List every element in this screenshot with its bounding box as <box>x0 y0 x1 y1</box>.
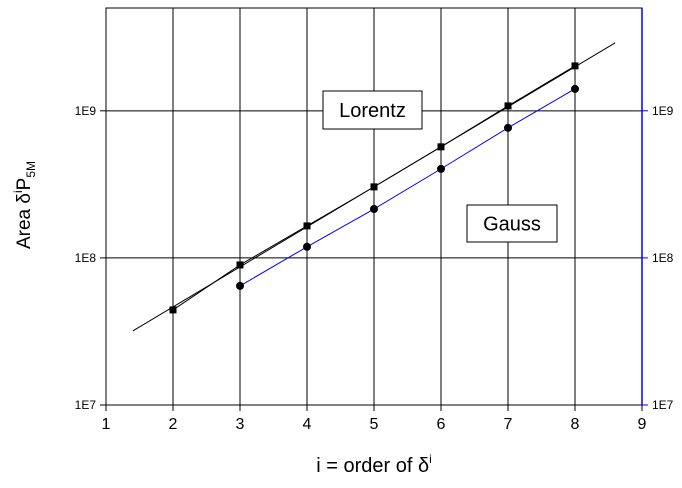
marker <box>236 281 244 290</box>
x-label-sup: i <box>429 452 432 466</box>
x-tick-label: 9 <box>638 416 647 433</box>
y-label-sub: 5M <box>24 161 38 178</box>
marker <box>236 261 244 269</box>
series-annotation: Gauss <box>483 214 541 236</box>
marker <box>303 242 311 251</box>
marker <box>437 164 445 173</box>
y-label-part: P <box>14 178 35 191</box>
marker <box>303 222 311 230</box>
x-label-part: i = order of δ <box>316 455 429 477</box>
y-tick-label: 1E7 <box>75 398 97 412</box>
marker <box>571 84 579 93</box>
annotation-box <box>322 90 423 130</box>
x-tick-label: 3 <box>236 416 245 433</box>
marker <box>504 102 512 110</box>
marker <box>370 183 378 191</box>
marker <box>437 143 445 151</box>
series-annotation: Lorentz <box>339 100 406 122</box>
y-tick-label: 1E8 <box>75 251 97 265</box>
marker <box>169 306 177 314</box>
y2-tick-label: 1E8 <box>652 251 674 265</box>
y-label-part: Area δ <box>14 193 35 249</box>
y2-tick-label: 1E7 <box>652 398 674 412</box>
x-tick-label: 6 <box>437 416 446 433</box>
marker <box>571 62 579 70</box>
x-tick-label: 7 <box>504 416 513 433</box>
series-line <box>239 88 576 287</box>
marker <box>504 123 512 132</box>
x-tick-label: 4 <box>303 416 312 433</box>
x-tick-label: 8 <box>571 416 580 433</box>
y-axis-label: Area δiP5M <box>11 161 38 249</box>
x-tick-label: 1 <box>102 416 111 433</box>
x-tick-label: 5 <box>370 416 379 433</box>
x-axis-label: i = order of δi <box>316 452 432 477</box>
y2-tick-label: 1E9 <box>652 104 674 118</box>
y-tick-label: 1E9 <box>75 104 97 118</box>
x-tick-label: 2 <box>169 416 178 433</box>
y-label-sup: i <box>11 190 25 193</box>
annotation-box <box>466 204 558 243</box>
marker <box>370 205 378 214</box>
